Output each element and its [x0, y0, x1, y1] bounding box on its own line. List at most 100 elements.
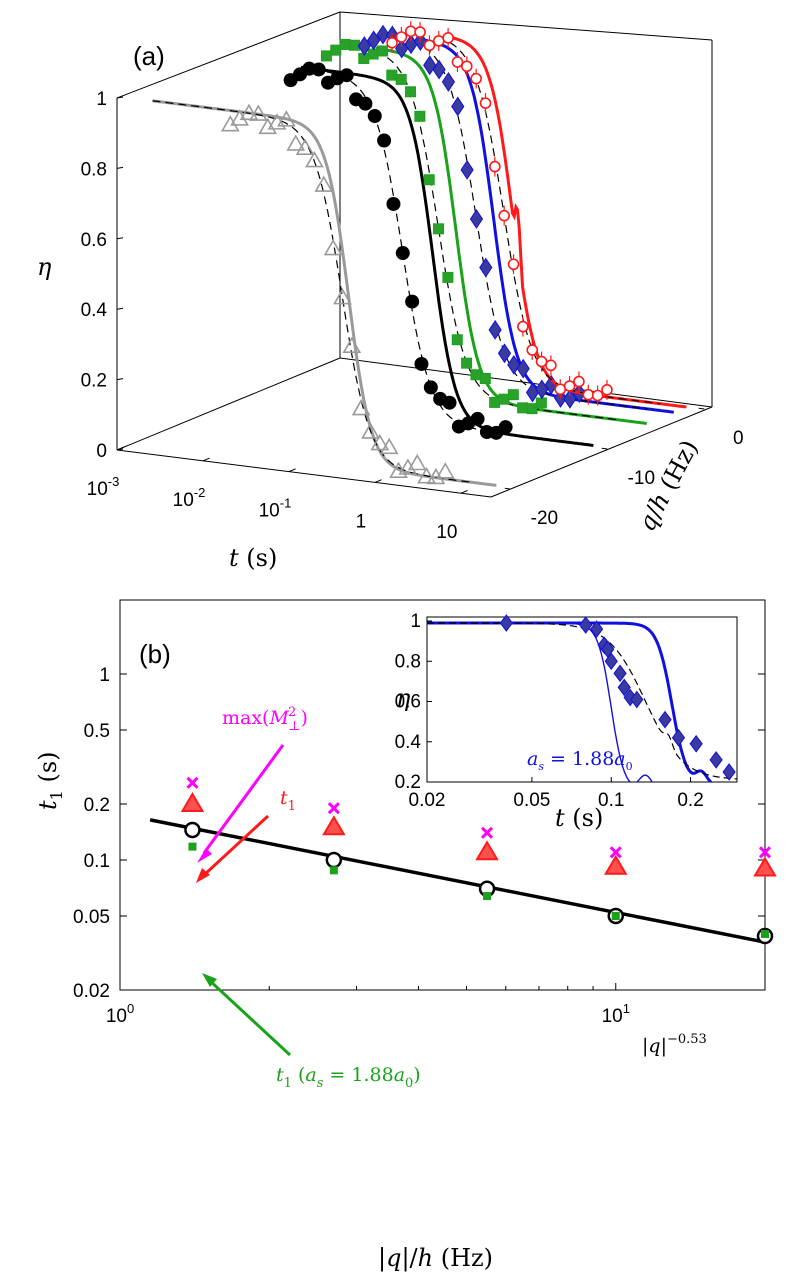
box-floor-back	[339, 357, 713, 408]
max-marker	[186, 776, 199, 789]
inset-diamond-marker	[671, 728, 686, 747]
triangle-marker	[230, 109, 250, 126]
open-circle-marker	[535, 355, 548, 368]
inset-y-label: η	[396, 684, 411, 712]
max-marker	[609, 846, 622, 859]
inset-plot: 0.2 0.4 0.6 0.8 1 0.02 0.05 0.1 0.2 η t (s) as …	[395, 611, 738, 832]
z-tick-mark	[116, 237, 124, 240]
triangle-marker	[277, 110, 296, 127]
square-marker	[339, 38, 351, 50]
t-tick-mark	[374, 479, 382, 483]
inset-diamond-marker	[630, 690, 644, 709]
square-marker	[423, 174, 435, 186]
max-marker	[327, 802, 340, 815]
diamond-marker	[469, 209, 484, 229]
square-marker	[507, 389, 519, 401]
inset-x-tick-label: 0.1	[598, 790, 624, 811]
triangle-marker	[322, 815, 346, 836]
t-tick-mark	[202, 457, 210, 462]
triangle-marker	[180, 792, 205, 813]
box-floor-right	[490, 406, 713, 498]
box-back-top	[339, 11, 713, 41]
x-axis-label: |q|/h (Hz)	[378, 1244, 493, 1273]
triangle-marker	[342, 336, 362, 354]
open-circle-marker	[442, 32, 454, 44]
diamond-marker	[460, 159, 474, 180]
dashed-curve-red	[449, 42, 661, 405]
circle-marker	[405, 294, 420, 309]
inset-x-tick-label: 0.05	[513, 790, 550, 811]
z-tick-label: 0.4	[81, 300, 108, 321]
inset-diamond-marker	[617, 678, 631, 697]
z-tick-label: 0.2	[81, 371, 107, 392]
panel-a-curves	[152, 21, 687, 487]
z-tick-label: 0	[96, 441, 107, 462]
diamond-marker	[441, 72, 456, 92]
triangle-marker	[351, 398, 371, 416]
triangle-marker	[398, 458, 418, 475]
diamond-marker	[376, 24, 390, 45]
inset-y-tick-label: 0.8	[395, 651, 421, 672]
open-circle-marker	[545, 359, 557, 372]
square-marker	[451, 334, 463, 346]
square-marker	[535, 397, 547, 409]
square-marker	[405, 86, 417, 98]
inset-annotation: as = 1.88a0	[527, 748, 633, 773]
open-circle-marker	[601, 384, 613, 396]
square-marker	[329, 866, 338, 875]
diamond-marker	[507, 354, 521, 375]
inset-diamond-marker	[722, 763, 736, 781]
z-tick-mark	[116, 378, 124, 381]
open-circle-marker	[526, 344, 539, 356]
square-marker	[489, 396, 501, 408]
annotation-t1-green: t1 (as = 1.88a0)	[202, 973, 421, 1091]
inset-diamond-marker	[689, 734, 703, 753]
inset-y-tick-label: 0.4	[395, 732, 422, 753]
fit-line	[149, 818, 765, 944]
series-gray	[152, 99, 497, 487]
open-circle-marker	[470, 72, 482, 85]
y-tick-label: 0.02	[73, 981, 110, 1002]
triangle-marker	[295, 138, 315, 156]
open-circle-marker	[423, 39, 436, 52]
open-circle-marker	[498, 209, 510, 222]
q-tick-label: -20	[531, 508, 558, 529]
square-marker	[470, 369, 482, 381]
open-circle-marker	[507, 258, 520, 271]
inset-diamond-marker	[709, 751, 723, 769]
open-circle-marker	[414, 26, 426, 38]
triangle-marker	[305, 150, 324, 168]
q-tick-mark	[698, 407, 705, 410]
open-circle-marker	[404, 25, 417, 38]
t1-marker	[325, 851, 343, 869]
square-marker	[348, 39, 360, 51]
square-marker	[761, 930, 769, 939]
triangle-marker	[220, 115, 240, 132]
svg-text:t1: t1	[280, 787, 296, 814]
t1-marker	[184, 821, 201, 839]
x-tick-label: 100	[106, 1001, 134, 1027]
square-marker	[517, 402, 529, 414]
square-marker	[414, 110, 426, 122]
annotation-t1-green-arrowhead	[202, 973, 217, 987]
fit-label: |q|−0.53	[642, 1032, 707, 1057]
power-law-fit	[149, 818, 765, 944]
panel-b: (b) 0.02 0.05 0.1 0.2 0.5 1 100 101 t1 (s) |q|…	[34, 599, 777, 1273]
square-marker	[395, 73, 407, 85]
z-tick-mark	[116, 307, 124, 310]
t-axis-ticks: 10-3 10-2 10-1 1 10	[87, 446, 468, 543]
triangle-marker	[370, 433, 390, 451]
z-tick-mark	[116, 166, 124, 169]
series-red	[386, 21, 687, 409]
diamond-marker	[367, 30, 381, 51]
triangle-marker	[407, 453, 427, 471]
circle-marker	[423, 380, 438, 395]
series-green	[320, 38, 647, 425]
diamond-marker	[432, 59, 446, 80]
z-tick-label: 0.8	[81, 159, 107, 180]
box-back-left-top	[116, 11, 341, 99]
panel-b-axes-box	[119, 599, 766, 991]
triangle-marker	[286, 134, 306, 151]
z-tick-mark	[116, 96, 124, 99]
